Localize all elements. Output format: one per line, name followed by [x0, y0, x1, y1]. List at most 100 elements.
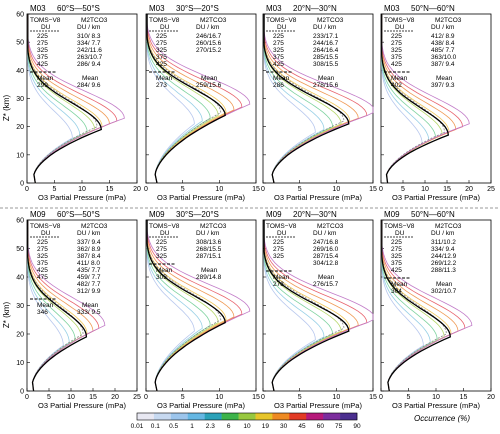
legend-mean-toms: 402 [391, 82, 402, 89]
x-axis-label: O3 Partial Pressure (mPa) [274, 401, 362, 410]
y-tick-label: 30 [16, 96, 24, 103]
legend-du-km-header: DU / km [313, 230, 336, 237]
legend-mean-m2-label: Mean [318, 75, 335, 82]
model-mean-profile [146, 220, 226, 392]
legend-toms-header: TOMS−V8 [149, 223, 180, 230]
colorbar-segment [187, 413, 205, 420]
panel-latitude-label: 30°S—20°S [176, 210, 219, 219]
panel-m09-6: M09 20°N—30°N 0 5 10 15 O3 Partial Pressure (m… [261, 210, 377, 410]
colorbar-segment [238, 413, 256, 420]
legend-m2tco3-value: 485/ 7.7 [431, 47, 455, 54]
legend-m2tco3-value: 287/15.1 [196, 253, 222, 260]
legend-toms-du-value: 375 [273, 54, 284, 61]
panel-latitude-label: 20°N—30°N [293, 210, 337, 219]
colorbar-segment [272, 413, 290, 420]
y-tick-label: 40 [16, 68, 24, 75]
colorbar-tick-label: 75 [335, 423, 343, 430]
y-tick-label: 0 [20, 181, 24, 188]
x-axis-label: O3 Partial Pressure (mPa) [274, 193, 362, 202]
y-tick-label: 50 [16, 246, 24, 253]
legend-toms-du-value: 275 [156, 246, 167, 253]
legend-du-header: DU [395, 230, 405, 237]
panel-m03-2: M03 20°N—30°N 0 5 10 15 O3 Partial Pressure (m… [261, 4, 377, 202]
colorbar-tick-label: 6 [227, 423, 231, 430]
colorbar-tick-label: 0.5 [169, 423, 178, 430]
panel-latitude-label: 20°N—30°N [293, 4, 337, 13]
y-tick-label: 40 [16, 275, 24, 282]
legend-m2tco3-value: 337/ 9.4 [77, 239, 101, 246]
y-tick-label: 60 [16, 12, 24, 19]
x-tick-label: 15 [252, 394, 260, 401]
panel-latitude-label: 60°S—50°S [57, 210, 100, 219]
x-tick-label: 0 [144, 186, 148, 193]
legend-mean-m2-label: Mean [82, 302, 99, 309]
occurrence-contour [27, 14, 125, 184]
legend-toms-du-value: 275 [391, 40, 402, 47]
legend-toms-du-value: 275 [273, 40, 284, 47]
colorbar-segment [306, 413, 324, 420]
x-axis-label: O3 Partial Pressure (mPa) [392, 401, 480, 410]
legend-m2tco3-value: 459/ 7.7 [77, 274, 101, 281]
legend-toms-du-value: 325 [37, 253, 48, 260]
x-tick-label: 5 [401, 186, 405, 193]
x-axis-label: O3 Partial Pressure (mPa) [392, 193, 480, 202]
legend-toms-header: TOMS−V8 [384, 223, 415, 230]
legend-du-header: DU [395, 24, 405, 31]
colorbar-segment [255, 413, 273, 420]
panel-model-label: M03 [384, 4, 400, 13]
legend-toms-header: TOMS−V8 [30, 17, 61, 24]
model-mean-profile [146, 14, 226, 184]
legend-mean-m2tco3: 259/15.6 [196, 82, 222, 89]
legend-m2tco3-value: 269/16.0 [313, 246, 339, 253]
legend-du-header: DU [160, 24, 170, 31]
x-tick-label: 20 [465, 186, 473, 193]
legend-m2-header: M2TCO3 [200, 17, 227, 24]
legend-m2tco3-value: 269/12.2 [431, 260, 457, 267]
colorbar-tick-label: 19 [262, 423, 270, 430]
panel-model-label: M09 [384, 210, 400, 219]
legend-toms-du-value: 275 [391, 246, 402, 253]
legend-toms-du-value: 375 [391, 260, 402, 267]
legend-m2tco3-value: 246/16.7 [196, 33, 222, 40]
legend-m2tco3-value: 244/12.9 [431, 253, 457, 260]
legend-mean-m2tco3: 278/15.6 [313, 82, 339, 89]
colorbar-segment [289, 413, 307, 420]
x-tick-label: 5 [407, 394, 411, 401]
x-axis-label: O3 Partial Pressure (mPa) [157, 401, 245, 410]
legend-mean-m2tco3: 333/ 9.5 [77, 309, 101, 316]
legend-mean-toms: 273 [156, 82, 167, 89]
colorbar-frame [136, 412, 358, 421]
model-mean-profile [263, 220, 350, 392]
legend-m2tco3-value: 308/15.5 [313, 61, 339, 68]
legend-mean-m2-label: Mean [201, 75, 218, 82]
legend-mean-toms: 278 [273, 281, 284, 288]
panel-latitude-label: 50°N—60°N [411, 4, 455, 13]
legend-du-header: DU [277, 230, 287, 237]
legend-m2tco3-value: 287/15.4 [313, 253, 339, 260]
legend-toms-du-value: 425 [156, 61, 167, 68]
occurrence-contour [381, 220, 473, 392]
panel-model-label: M09 [149, 210, 165, 219]
legend-m2tco3-value: 247/16.8 [313, 239, 339, 246]
colorbar-segment [340, 413, 358, 420]
colorbar-tick-label: 60 [317, 423, 325, 430]
legend-m2tco3-value: 288/11.3 [431, 267, 456, 274]
legend-toms-header: TOMS−V8 [266, 223, 297, 230]
legend-du-km-header: DU / km [196, 24, 219, 31]
colorbar-segment [204, 413, 222, 420]
legend-toms-du-value: 375 [391, 54, 402, 61]
x-tick-label: 10 [215, 394, 223, 401]
plot-frame [26, 13, 138, 184]
legend-toms-du-value: 425 [37, 61, 48, 68]
model-mean-profile [381, 220, 452, 392]
x-tick-label: 5 [47, 394, 51, 401]
panel-model-label: M03 [149, 4, 165, 13]
legend-du-km-header: DU / km [77, 230, 100, 237]
legend-mean-toms: 303 [156, 274, 167, 281]
legend-toms-du-value: 225 [37, 33, 48, 40]
x-tick-label: 20 [111, 394, 119, 401]
legend-du-header: DU [277, 24, 287, 31]
panel-model-label: M03 [266, 4, 282, 13]
legend-toms-du-value: 225 [156, 33, 167, 40]
colorbar-title: Occurrence (%) [414, 414, 470, 423]
